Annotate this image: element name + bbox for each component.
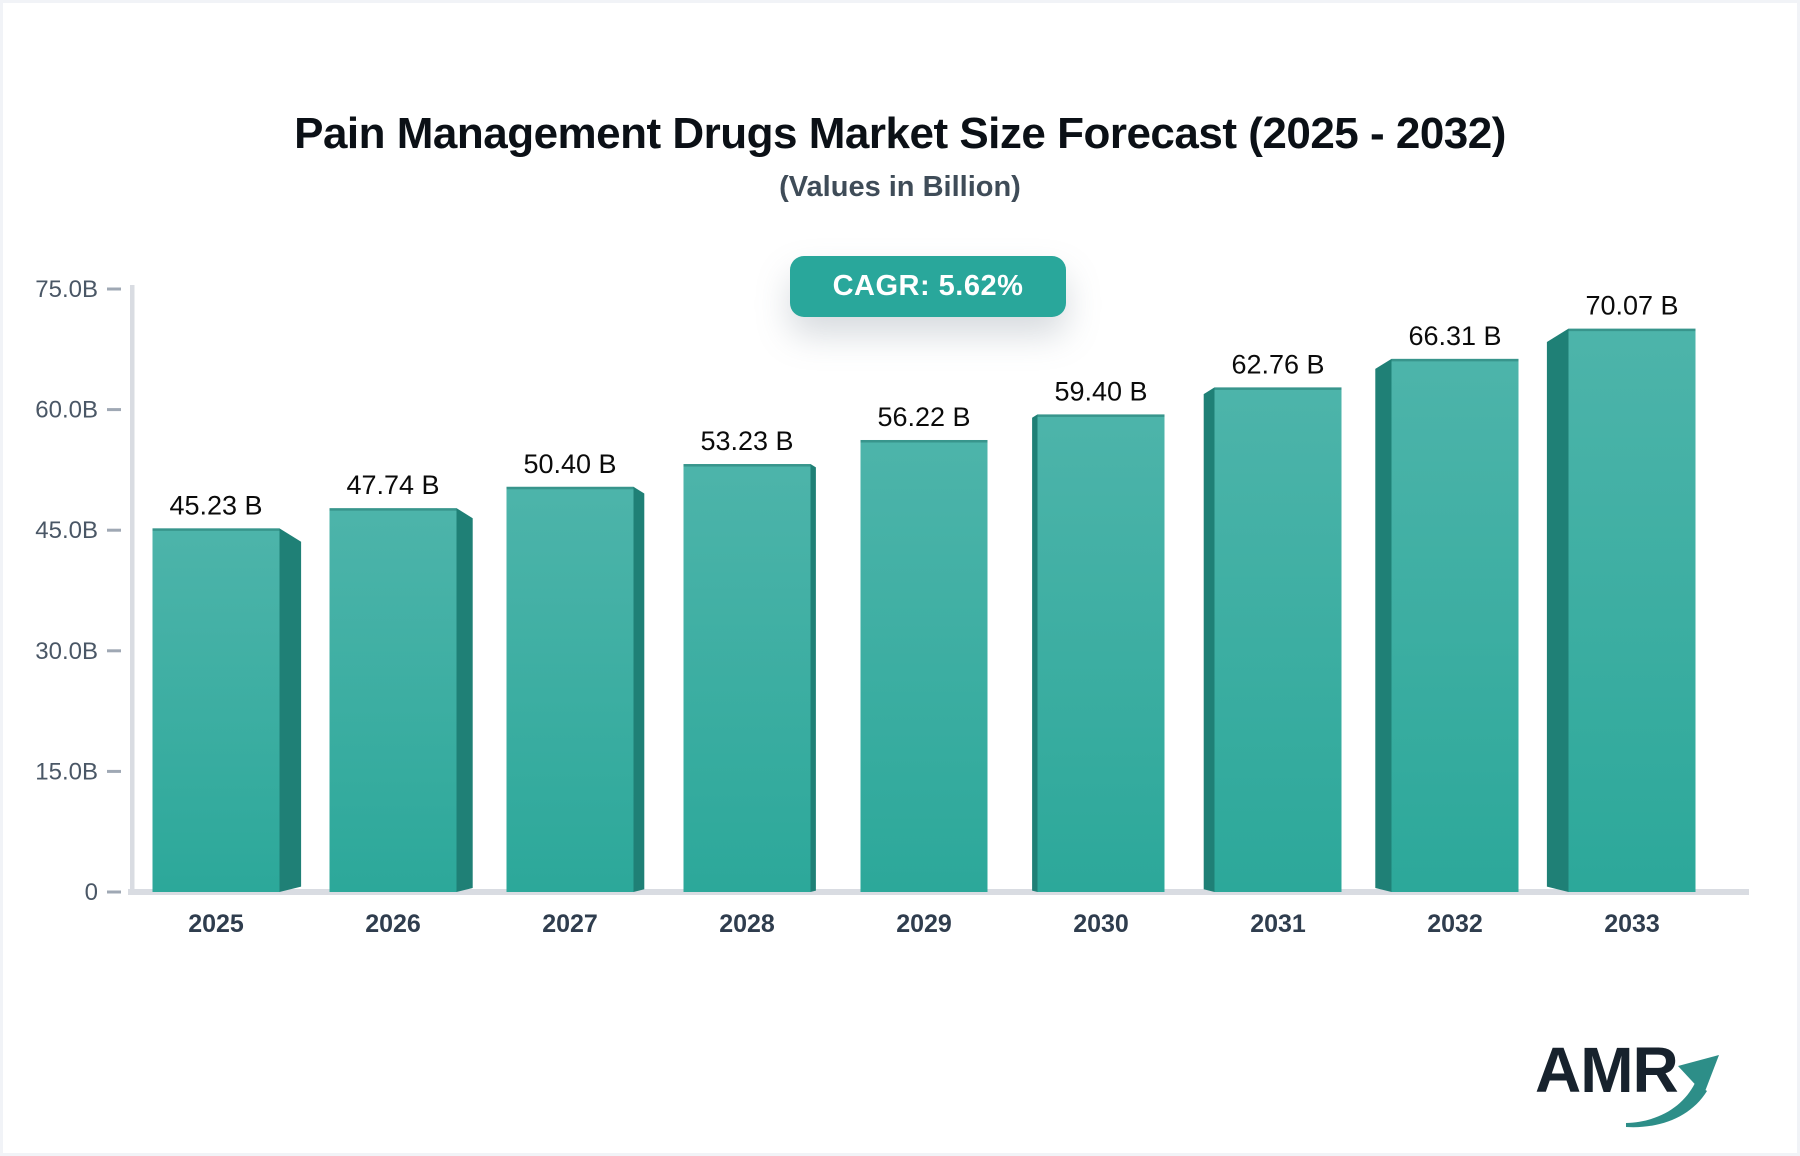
x-axis-label: 2026: [365, 910, 421, 938]
y-axis-tick-label: 30.0B: [35, 638, 98, 665]
bar-side-face: [1032, 414, 1038, 892]
y-axis-tick: [107, 528, 121, 532]
bar-side-face: [810, 464, 816, 892]
bar-value-label: 62.76 B: [1231, 349, 1324, 379]
bar-front-face: [860, 439, 988, 892]
amr-logo: AMR: [1523, 1025, 1753, 1145]
bar-front-face: [1391, 358, 1519, 892]
x-axis-label: 2029: [896, 910, 952, 938]
x-axis-label: 2032: [1427, 910, 1483, 938]
bar-top-edge: [329, 508, 457, 511]
bar-side-face: [633, 486, 645, 892]
y-axis-tick-label: 15.0B: [35, 758, 98, 785]
x-axis-label: 2025: [188, 910, 244, 938]
bar-value-label: 50.40 B: [523, 449, 616, 479]
x-axis-label: 2027: [542, 910, 598, 938]
chart-title: Pain Management Drugs Market Size Foreca…: [294, 109, 1506, 158]
bar-front-face: [1214, 387, 1342, 892]
bar-front-face: [506, 486, 634, 892]
bar-value-label: 45.23 B: [169, 490, 262, 520]
y-axis-tick-label: 0: [85, 879, 98, 906]
bar-front-face: [152, 528, 280, 892]
bar-top-edge: [860, 439, 988, 443]
y-axis-tick-label: 60.0B: [35, 397, 98, 424]
bar-front-face: [1037, 414, 1165, 892]
y-axis-tick: [107, 769, 121, 773]
bar-top-edge: [1214, 387, 1342, 390]
y-axis-tick-label: 45.0B: [35, 517, 98, 544]
chart-subtitle: (Values in Billion): [779, 171, 1021, 203]
bar-top-edge: [1568, 328, 1696, 332]
bar-value-label: 47.74 B: [346, 470, 439, 500]
bar-front-face: [683, 464, 811, 892]
bar-front-face: [1568, 328, 1696, 892]
y-axis-line: [130, 285, 135, 892]
bar-value-label: 56.22 B: [877, 402, 970, 432]
bar-top-edge: [1037, 414, 1165, 417]
bar-side-face: [1375, 358, 1392, 892]
bar-value-label: 53.23 B: [700, 426, 793, 456]
growth-arrow-icon: [1626, 1055, 1719, 1128]
y-axis-tick: [107, 408, 121, 412]
bar-top-edge: [1391, 358, 1519, 362]
bar-value-label: 59.40 B: [1054, 376, 1147, 406]
x-axis-label: 2033: [1604, 910, 1660, 938]
bar-front-face: [329, 508, 457, 892]
x-axis-label: 2030: [1073, 910, 1129, 938]
cagr-badge: CAGR: 5.62%: [790, 256, 1066, 317]
y-axis-tick: [107, 890, 121, 894]
bar-top-edge: [152, 528, 280, 531]
y-axis-tick-label: 75.0B: [35, 276, 98, 303]
bar-top-edge: [683, 464, 811, 467]
bar-value-label: 66.31 B: [1408, 321, 1501, 351]
amr-logo-text: AMR: [1535, 1034, 1679, 1106]
x-axis-label: 2031: [1250, 910, 1306, 938]
y-axis-tick: [107, 287, 121, 291]
bar-side-face: [456, 508, 473, 892]
bar-side-face: [1203, 387, 1215, 892]
bar-side-face: [279, 528, 302, 892]
bar-value-label: 70.07 B: [1585, 291, 1678, 321]
y-axis-tick: [107, 649, 121, 653]
x-axis-label: 2028: [719, 910, 775, 938]
bar-top-edge: [506, 486, 634, 490]
bar-side-face: [1546, 328, 1569, 892]
bar-chart: 75.0B 60.0B 45.0B 30.0B 15.0B 0 45.23 B 2025 47.…: [35, 276, 1749, 938]
